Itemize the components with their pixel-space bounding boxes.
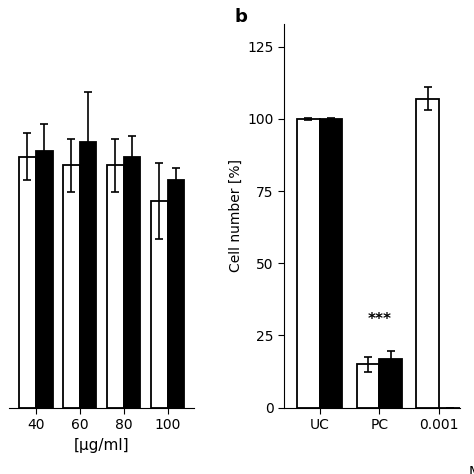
Bar [379, 358, 402, 408]
X-axis label: [µg/ml]: [µg/ml] [74, 438, 129, 453]
Bar [63, 165, 80, 408]
Text: ***: *** [367, 312, 392, 327]
Y-axis label: Cell number [%]: Cell number [%] [229, 159, 243, 272]
Bar [80, 142, 97, 408]
Bar [320, 119, 342, 408]
Bar [416, 99, 439, 408]
Bar [124, 156, 140, 408]
Text: M: M [469, 465, 474, 474]
Bar [36, 151, 53, 408]
Bar [107, 165, 124, 408]
Bar [19, 156, 36, 408]
Bar [168, 180, 184, 408]
Bar [297, 119, 320, 408]
Bar [151, 201, 168, 408]
Bar [357, 365, 379, 408]
Text: b: b [235, 9, 248, 27]
